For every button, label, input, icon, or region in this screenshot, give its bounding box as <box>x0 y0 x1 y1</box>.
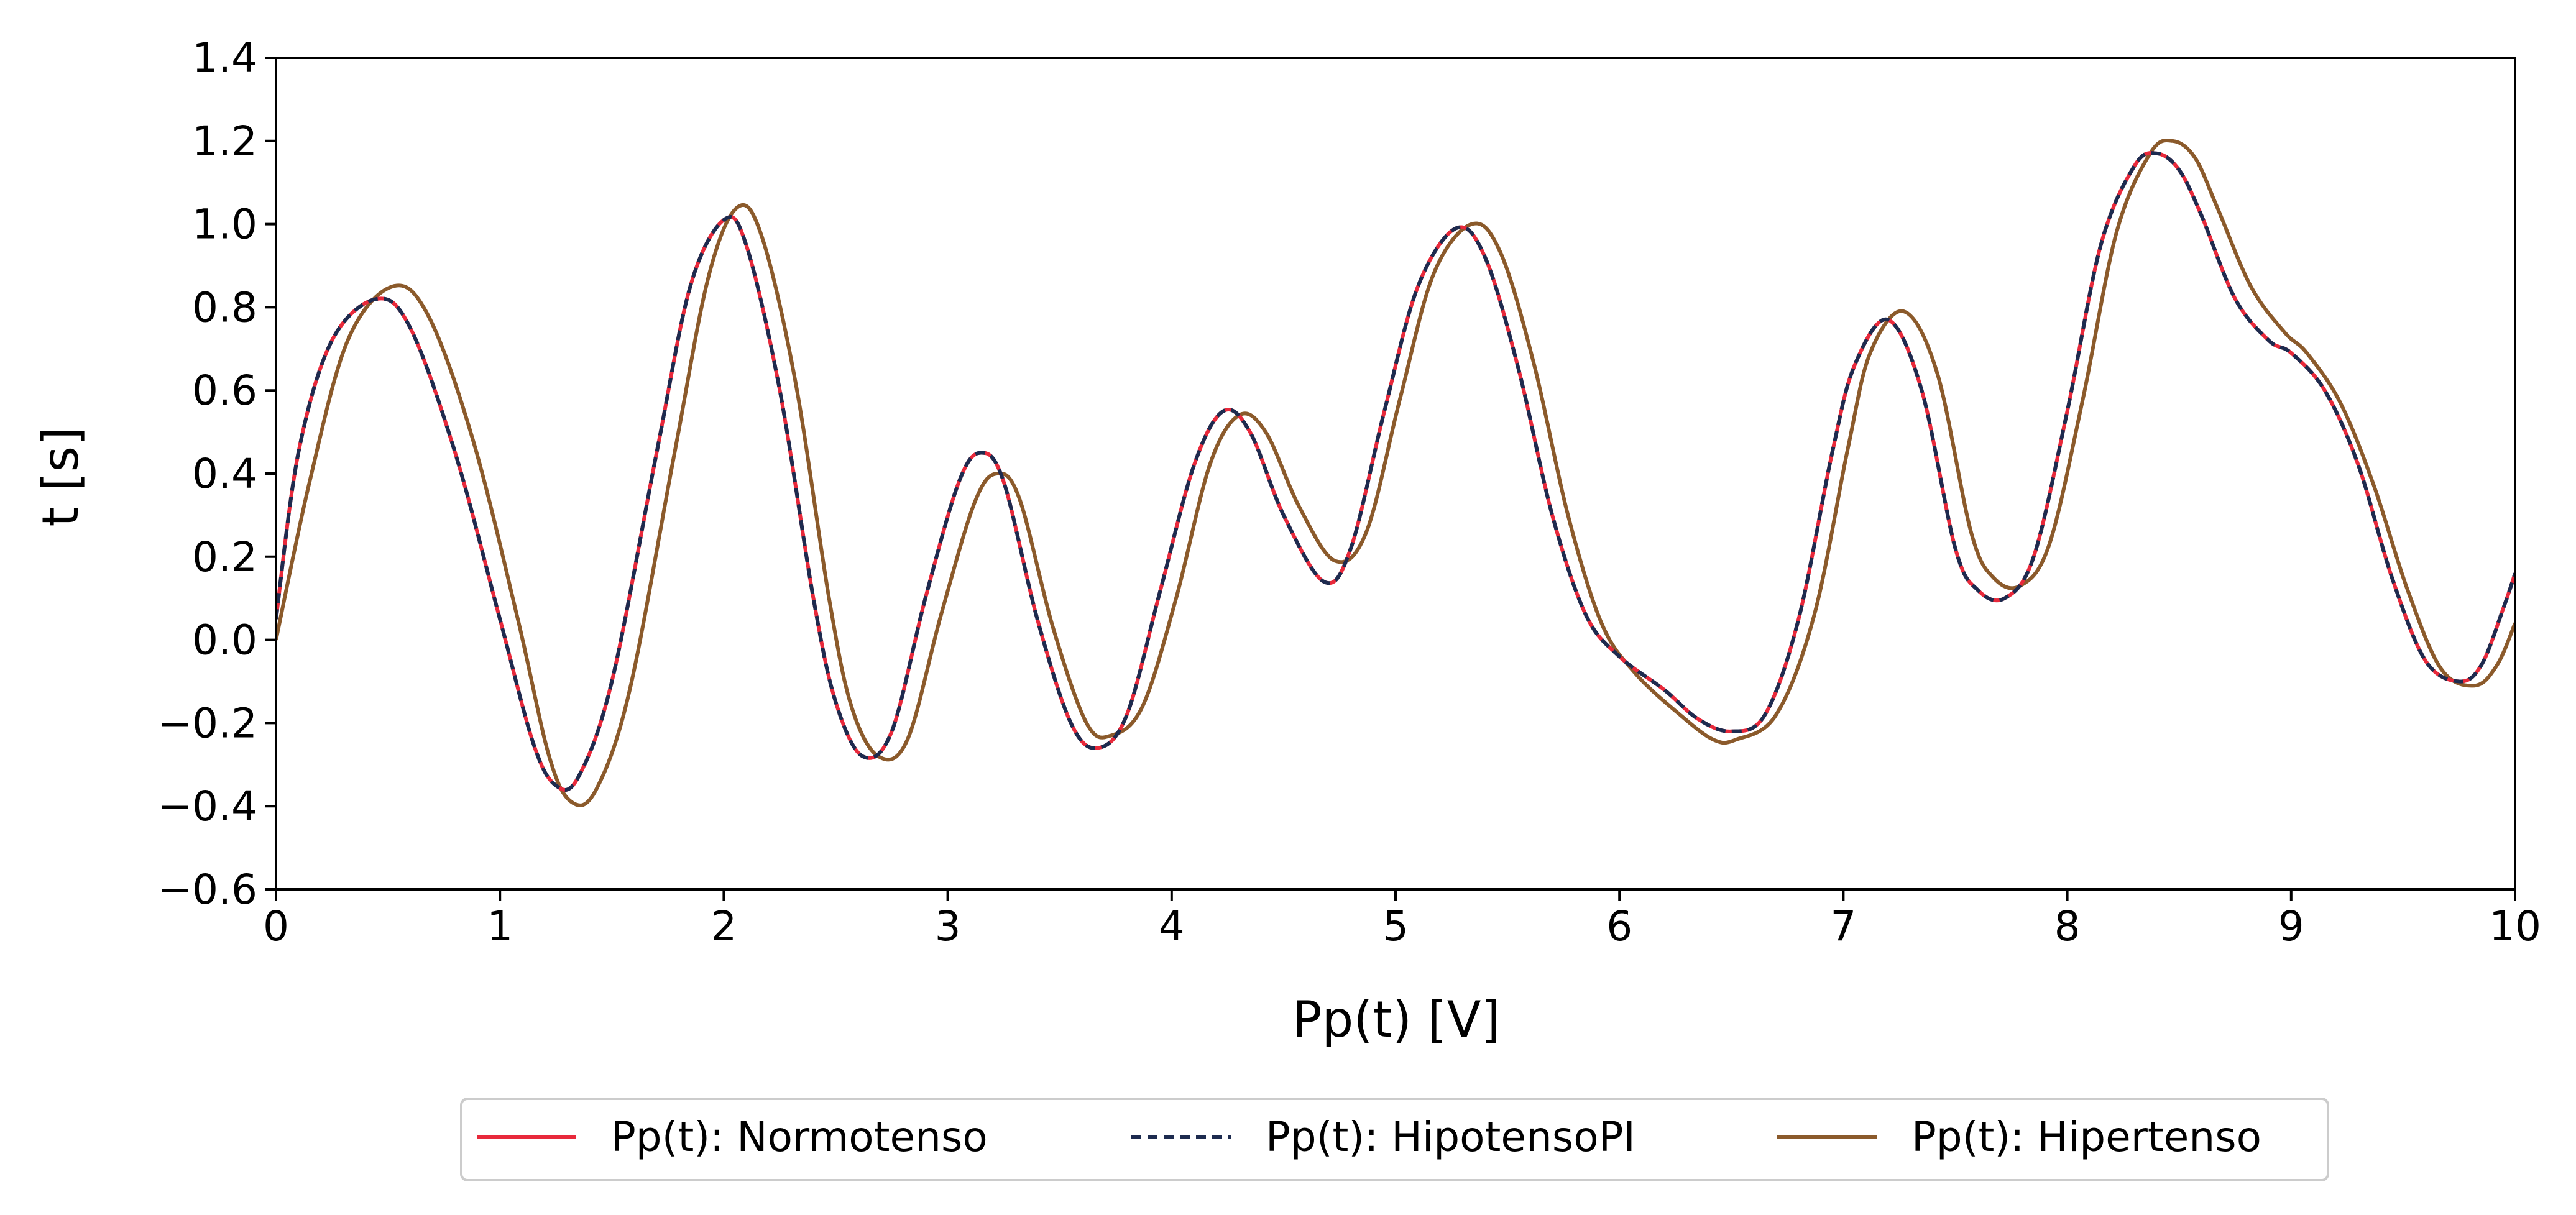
series-line-3 <box>276 139 2515 807</box>
legend-label-3: Pp(t): Hipertenso <box>1911 1113 2261 1161</box>
y-tick-label: 1.0 <box>192 201 257 249</box>
y-tick-label: −0.2 <box>158 699 257 747</box>
x-tick-label: 9 <box>2278 902 2304 950</box>
x-tick-label: 8 <box>2054 902 2081 950</box>
x-axis-label: Pp(t) [V] <box>1292 991 1500 1048</box>
y-tick-label: 0.2 <box>192 533 257 581</box>
y-tick-label: −0.6 <box>158 866 257 914</box>
x-tick-label: 5 <box>1382 902 1409 950</box>
y-tick-label: 1.2 <box>192 117 257 165</box>
x-tick-label: 1 <box>487 902 513 950</box>
y-tick-label: 0.6 <box>192 367 257 415</box>
plot-area <box>276 139 2515 807</box>
series-line-2 <box>276 151 2515 792</box>
legend-label-2: Pp(t): HipotensoPI <box>1266 1113 1635 1161</box>
y-tick-label: 1.4 <box>192 34 257 82</box>
y-axis-label: t [s] <box>32 427 90 527</box>
x-tick-label: 3 <box>935 902 961 950</box>
legend-label-1: Pp(t): Normotenso <box>611 1113 988 1161</box>
y-tick-label: −0.4 <box>158 782 257 830</box>
legend-box <box>460 1098 2329 1181</box>
legend: Pp(t): Normotenso Pp(t): HipotensoPI Pp(t)… <box>460 1098 2329 1181</box>
x-tick-label: 7 <box>1830 902 1856 950</box>
x-tick-label: 10 <box>2489 902 2541 950</box>
x-tick-label: 4 <box>1159 902 1185 950</box>
axes: 0 1 2 3 4 5 6 7 8 9 10 −0.6 −0.4 −0.2 0.0 0.2 0.4 0.6 0.8 1… <box>158 34 2541 950</box>
x-tick-label: 2 <box>711 902 737 950</box>
x-tick-label: 6 <box>1606 902 1632 950</box>
y-tick-label: 0.4 <box>192 450 257 498</box>
x-tick-label: 0 <box>263 902 289 950</box>
y-tick-label: 0.8 <box>192 283 257 331</box>
y-tick-label: 0.0 <box>192 617 257 664</box>
